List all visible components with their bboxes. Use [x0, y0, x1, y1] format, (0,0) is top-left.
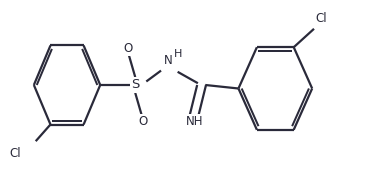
Text: NH: NH: [185, 115, 203, 128]
Text: S: S: [131, 78, 139, 92]
Text: Cl: Cl: [10, 147, 21, 160]
Text: O: O: [123, 42, 132, 55]
Text: O: O: [138, 115, 147, 128]
Text: H: H: [174, 49, 182, 59]
Text: Cl: Cl: [316, 12, 327, 25]
Text: N: N: [164, 54, 173, 67]
